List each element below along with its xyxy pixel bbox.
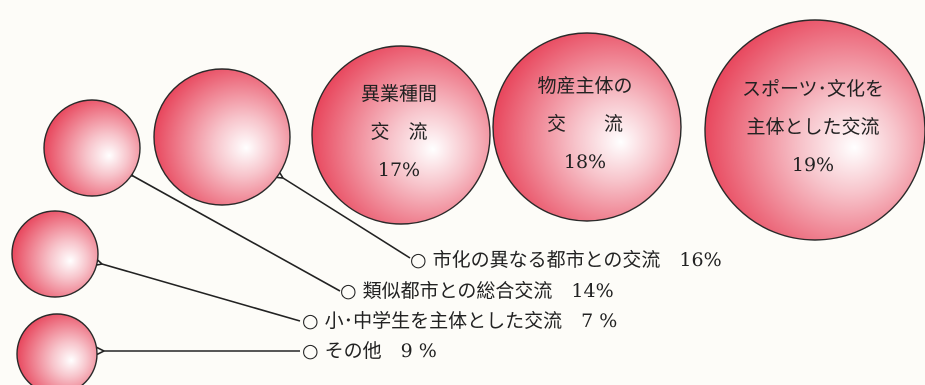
bubble-1: [11, 210, 99, 298]
bubble-6-value: 19%: [792, 154, 834, 176]
bubble-6-label-line-1: 主体とした交流: [746, 116, 879, 138]
bubble-5: [492, 32, 682, 222]
bubble-2-callout: ○ 類似都市との総合交流 14%: [340, 280, 614, 302]
bubble-1-callout: ○ 小･中学生を主体とした交流 7 %: [302, 310, 617, 332]
bubble-4-label-line-0: 異業種間: [361, 83, 437, 105]
bubble-3: [153, 68, 291, 206]
bubble-5-label-line-0: 物産主体の: [537, 75, 632, 97]
bubble-4: [311, 45, 491, 225]
bubble-1-arrow: [102, 264, 301, 322]
bubble-5-value: 18%: [564, 151, 606, 173]
bubble-0: [16, 313, 98, 385]
callout-arrows: [102, 176, 411, 351]
callout-labels: ○ その他 9 % ○ 小･中学生を主体とした交流 7 % ○ 類似都市との総合交流…: [302, 249, 722, 362]
bubble-2-arrow: [133, 176, 341, 292]
bubble-4-label-line-1: 交 流: [370, 121, 427, 143]
bubble-0-callout: ○ その他 9 %: [302, 340, 437, 362]
bubble-4-value: 17%: [378, 159, 420, 181]
bubble-2: [43, 99, 141, 197]
bubble-3-arrow: [283, 178, 411, 259]
bubble-6-label-line-0: スポーツ･文化を: [742, 78, 884, 100]
bubble-3-callout: ○ 市化の異なる都市との交流 16%: [410, 249, 722, 271]
bubble-5-label-line-1: 交 流: [547, 113, 623, 135]
bubble-6: [704, 19, 925, 241]
